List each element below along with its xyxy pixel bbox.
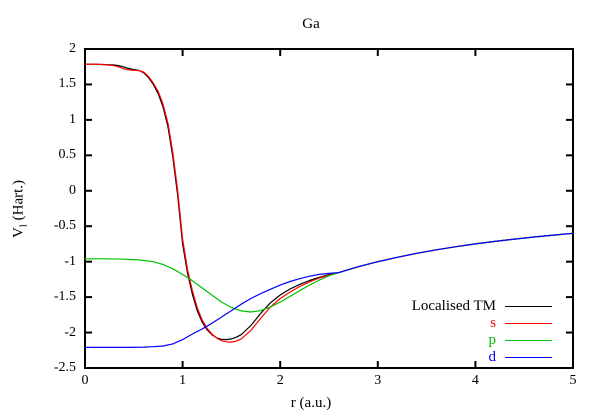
y-tick-label: -1 xyxy=(64,253,76,269)
legend-line-sample xyxy=(505,340,552,341)
legend-item-s: s xyxy=(412,315,552,332)
legend-line-sample xyxy=(505,323,552,324)
x-tick-label: 3 xyxy=(374,373,382,388)
y-tick-label: 0.5 xyxy=(58,147,77,163)
series-line-d xyxy=(84,232,574,348)
plot-frame xyxy=(84,48,574,369)
legend-label: d xyxy=(488,349,497,365)
legend-line-sample xyxy=(505,357,552,358)
legend: Localised TM s p d xyxy=(412,298,552,366)
legend-label: Localised TM xyxy=(411,298,496,314)
x-axis-label: r (a.u.) xyxy=(290,395,332,411)
y-tick-label: 1.5 xyxy=(58,76,77,92)
chart-title: Ga xyxy=(302,16,320,32)
legend-item-localised-tm: Localised TM xyxy=(412,298,552,315)
x-tick-label: 0 xyxy=(81,373,89,388)
y-tick-label: -0.5 xyxy=(53,218,76,234)
y-tick-label: 0 xyxy=(69,182,76,198)
x-tick-label: 5 xyxy=(569,373,577,388)
y-tick-label: 2 xyxy=(69,41,76,56)
x-tick-label: 4 xyxy=(471,373,479,388)
x-tick-label: 2 xyxy=(276,373,284,388)
x-tick-label: 1 xyxy=(179,373,187,388)
legend-item-p: p xyxy=(412,332,552,349)
y-tick-label: -1.5 xyxy=(53,289,76,305)
legend-item-d: d xyxy=(412,349,552,366)
legend-label: p xyxy=(488,332,497,348)
legend-label: s xyxy=(490,315,496,331)
y-tick-label: 1 xyxy=(69,111,76,127)
y-tick-label: -2 xyxy=(64,324,76,340)
y-tick-label: -2.5 xyxy=(53,360,76,375)
legend-line-sample xyxy=(505,306,552,307)
